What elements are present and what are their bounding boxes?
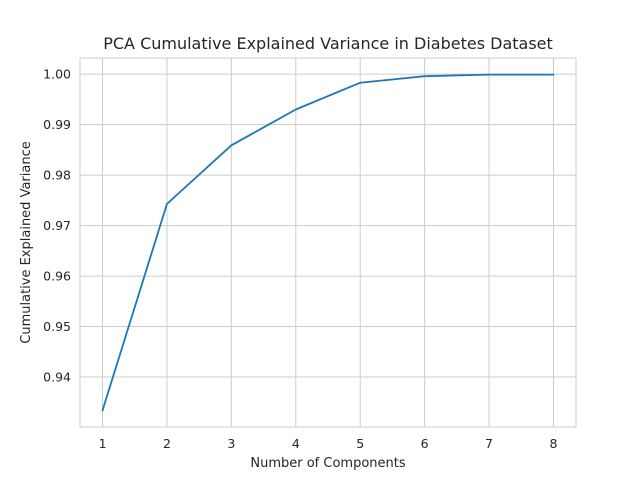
y-axis-label: Cumulative Explained Variance	[19, 141, 34, 343]
x-tick-label: 5	[356, 436, 364, 451]
y-tick-label: 1.00	[43, 67, 71, 82]
chart-title: PCA Cumulative Explained Variance in Dia…	[103, 34, 553, 53]
x-tick-label: 3	[227, 436, 235, 451]
y-tick-label: 0.96	[43, 269, 71, 284]
x-axis-label: Number of Components	[250, 456, 405, 471]
y-tick-label: 0.98	[43, 168, 71, 183]
x-tick-label: 4	[292, 436, 300, 451]
x-tick-label: 7	[485, 436, 493, 451]
y-tick-label: 0.99	[43, 117, 71, 132]
series-line	[101, 73, 555, 412]
plot-frame	[79, 57, 577, 428]
y-tick-label: 0.95	[43, 319, 71, 334]
x-tick-labels: 1 2 3 4 5 6 7 8	[99, 436, 558, 451]
grid-lines	[80, 58, 576, 427]
y-tick-label: 0.97	[43, 218, 71, 233]
x-tick-label: 1	[99, 436, 107, 451]
x-tick-label: 8	[549, 436, 557, 451]
y-tick-labels: 0.94 0.95 0.96 0.97 0.98 0.99 1.00	[43, 67, 71, 385]
x-tick-label: 6	[421, 436, 429, 451]
y-tick-label: 0.94	[43, 370, 71, 385]
series-layer	[101, 73, 555, 412]
x-tick-label: 2	[163, 436, 171, 451]
